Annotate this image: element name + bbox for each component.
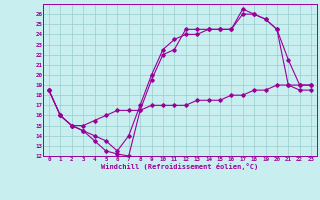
X-axis label: Windchill (Refroidissement éolien,°C): Windchill (Refroidissement éolien,°C) [101,163,259,170]
